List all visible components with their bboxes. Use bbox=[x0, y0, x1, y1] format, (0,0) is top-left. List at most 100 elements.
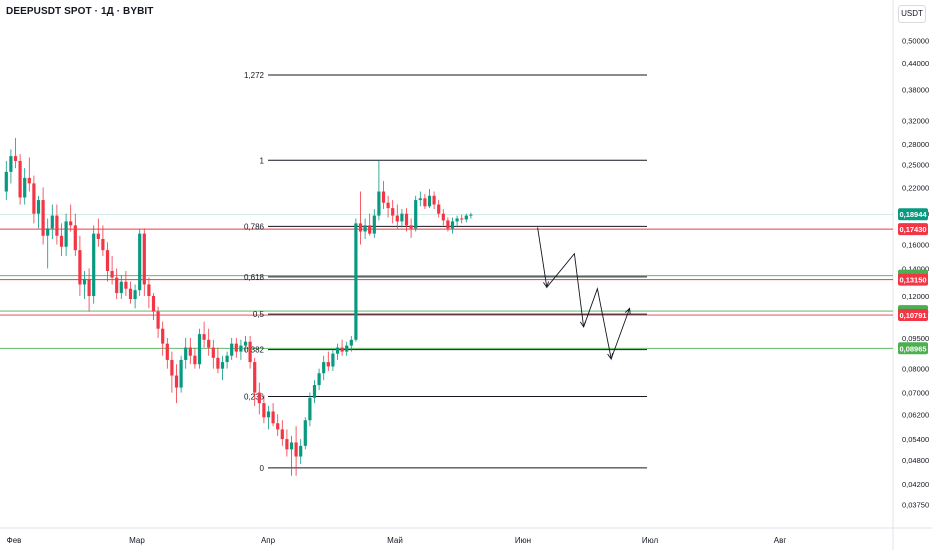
candle-body bbox=[308, 397, 312, 421]
candle-body bbox=[138, 233, 142, 291]
price-tick-label: 0,05400 bbox=[902, 435, 929, 444]
candle-body bbox=[119, 281, 123, 294]
price-badge-label: 0,13150 bbox=[899, 276, 926, 285]
candle-body bbox=[358, 223, 363, 232]
candle-body bbox=[82, 278, 87, 285]
candle-body bbox=[23, 177, 27, 198]
candle-body bbox=[464, 215, 468, 220]
candle-body bbox=[271, 411, 275, 424]
candle-body bbox=[303, 420, 307, 446]
candle-body bbox=[455, 218, 459, 222]
candle-body bbox=[92, 233, 96, 297]
price-badge bbox=[898, 273, 928, 286]
candle-body bbox=[349, 339, 353, 346]
candle-body bbox=[73, 225, 77, 251]
time-tick-label: Май bbox=[387, 536, 403, 545]
candle-body bbox=[289, 442, 294, 450]
candle-body bbox=[280, 429, 284, 440]
fib-level-label: 1,272 bbox=[244, 71, 265, 80]
price-badge bbox=[898, 208, 928, 221]
candle-body bbox=[331, 353, 335, 367]
price-tick-label: 0,38000 bbox=[902, 85, 929, 94]
candle-body bbox=[299, 445, 303, 457]
price-tick-label: 0,14000 bbox=[902, 264, 929, 273]
candle-body bbox=[294, 442, 298, 457]
time-tick-label: Авг bbox=[774, 536, 787, 545]
price-tick-label: 0,28000 bbox=[902, 140, 929, 149]
candle-body bbox=[50, 215, 54, 229]
candle-body bbox=[248, 341, 252, 363]
candle-body bbox=[147, 284, 151, 297]
candle-body bbox=[142, 233, 146, 285]
price-tick-label: 0,16000 bbox=[902, 240, 929, 249]
price-badge-label: 0,10791 bbox=[899, 311, 926, 320]
candle-body bbox=[418, 198, 422, 201]
price-badge bbox=[898, 309, 928, 322]
fib-level-label: 0,786 bbox=[244, 222, 265, 231]
candle-body bbox=[179, 359, 183, 388]
candle-body bbox=[340, 347, 344, 352]
candle-body bbox=[124, 281, 128, 289]
candle-body bbox=[193, 355, 197, 365]
candle-body bbox=[133, 290, 137, 300]
candle-body bbox=[253, 362, 257, 393]
candle-body bbox=[36, 200, 41, 214]
candle-body bbox=[105, 250, 110, 271]
price-tick-label: 0,04200 bbox=[902, 480, 929, 489]
candle-body bbox=[211, 347, 215, 358]
projection-arrowheads bbox=[543, 281, 631, 360]
price-tick-label: 0,08000 bbox=[902, 365, 929, 374]
price-badge-label: 0,08965 bbox=[899, 344, 926, 353]
fibonacci-levels: 1,272 1 0,786 0,618 0,5 0,382 0,236 0 bbox=[244, 71, 647, 473]
price-tick-label: 0,03750 bbox=[902, 500, 929, 509]
horizontal-lines bbox=[0, 228, 893, 349]
candle-body bbox=[202, 334, 206, 340]
candles bbox=[4, 137, 473, 476]
price-tick-label: 0,09500 bbox=[902, 334, 929, 343]
symbol-title[interactable]: DEEPUSDT SPOT · 1Д · BYBIT bbox=[6, 6, 154, 17]
candle-body bbox=[381, 191, 386, 203]
candle-body bbox=[427, 195, 432, 207]
candle-body bbox=[59, 235, 64, 247]
candle-body bbox=[69, 221, 73, 226]
currency-button[interactable]: USDT bbox=[898, 5, 926, 23]
candle-body bbox=[441, 213, 445, 221]
price-tick-label: 0,12000 bbox=[902, 292, 929, 301]
candle-body bbox=[207, 339, 211, 348]
candle-body bbox=[423, 198, 427, 207]
time-tick-label: Июн bbox=[515, 536, 531, 545]
candle-body bbox=[161, 328, 165, 344]
arrowhead bbox=[624, 307, 631, 315]
fib-level-label: 0,618 bbox=[244, 273, 265, 282]
candle-body bbox=[220, 362, 225, 369]
time-tick-label: Мар bbox=[129, 536, 145, 545]
candle-body bbox=[101, 238, 105, 251]
price-tick-label: 0,22000 bbox=[902, 183, 929, 192]
candle-body bbox=[469, 214, 473, 216]
candle-body bbox=[234, 343, 238, 352]
candle-body bbox=[115, 277, 119, 294]
price-tick-label: 0,44000 bbox=[902, 59, 929, 68]
candle-body bbox=[326, 362, 330, 367]
candle-body bbox=[239, 345, 243, 352]
candle-body bbox=[377, 191, 381, 216]
candle-body bbox=[188, 347, 192, 356]
candle-body bbox=[197, 334, 202, 365]
candle-body bbox=[322, 362, 326, 374]
candle-body bbox=[386, 202, 390, 209]
arrowhead bbox=[607, 352, 614, 360]
candle-body bbox=[87, 278, 91, 297]
candle-body bbox=[78, 250, 82, 285]
candle-body bbox=[446, 220, 450, 229]
candle-body bbox=[64, 221, 68, 247]
candle-body bbox=[9, 156, 13, 172]
candle-body bbox=[404, 213, 409, 226]
candle-body bbox=[363, 225, 367, 232]
price-tick-label: 0,06200 bbox=[902, 410, 929, 419]
candle-body bbox=[170, 359, 174, 376]
candle-body bbox=[216, 357, 220, 369]
time-axis: Фев Мар Апр Май Июн Июл Авг bbox=[7, 536, 787, 545]
candle-body bbox=[354, 223, 358, 340]
